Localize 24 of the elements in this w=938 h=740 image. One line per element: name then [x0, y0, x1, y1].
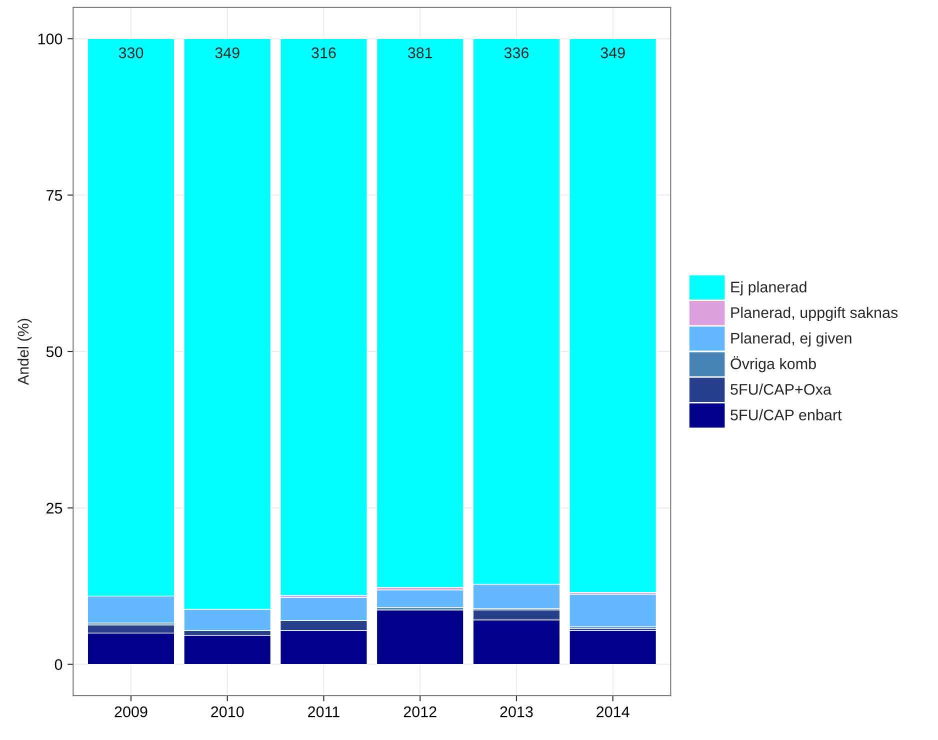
y-tick-label: 100 — [38, 34, 62, 44]
y-tick-label: 50 — [46, 346, 62, 358]
x-tick-label: 2012 — [404, 706, 436, 718]
legend-label: Planerad, uppgift saknas — [731, 306, 898, 322]
legend-label: 5FU/CAP+Oxa — [730, 384, 832, 395]
annotation: 349 — [600, 47, 625, 58]
y-tick-label: 75 — [46, 190, 62, 201]
x-tick-label: 2009 — [114, 706, 148, 718]
legend-label: Övriga komb — [730, 356, 816, 372]
legend-label: 5FU/CAP enbart — [730, 409, 842, 420]
annotation: 316 — [312, 47, 336, 58]
annotation: 381 — [408, 47, 432, 58]
annotation: 349 — [215, 47, 240, 58]
y-axis-title: Andel (%) — [17, 318, 32, 386]
x-tick-label: 2014 — [596, 706, 630, 718]
y-tick-label: 25 — [46, 502, 62, 514]
y-tick-label: 0 — [54, 659, 62, 670]
x-tick-label: 2013 — [500, 706, 533, 718]
annotation: 336 — [504, 47, 529, 58]
legend-label: Planerad, ej given — [731, 332, 852, 347]
x-tick-label: 2011 — [308, 706, 340, 718]
annotation: 330 — [118, 47, 144, 58]
x-tick-label: 2010 — [211, 706, 244, 718]
legend-label: Ej planerad — [731, 281, 806, 296]
